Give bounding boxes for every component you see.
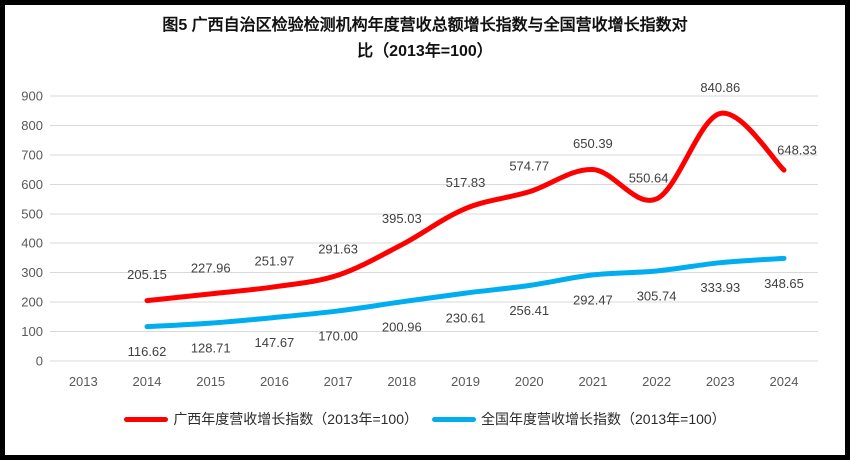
guangxi-legend-swatch-icon: [124, 416, 169, 422]
chart-legend: 广西年度营收增长指数（2013年=100） 全国年度营收增长指数（2013年=1…: [0, 409, 850, 429]
national-data-label: 305.74: [637, 288, 677, 303]
x-axis-tick-label: 2019: [451, 374, 480, 389]
guangxi-data-label: 574.77: [509, 158, 549, 173]
y-axis-tick-label: 200: [21, 295, 43, 310]
national-data-label: 333.93: [700, 280, 740, 295]
guangxi-data-label: 291.63: [318, 242, 358, 257]
x-axis-tick-label: 2021: [578, 374, 607, 389]
national-data-label: 292.47: [573, 292, 613, 307]
y-axis-tick-label: 600: [21, 177, 43, 192]
chart-title: 图5 广西自治区检验检测机构年度营收总额增长指数与全国营收增长指数对 比（201…: [0, 13, 850, 65]
chart-title-line1: 图5 广西自治区检验检测机构年度营收总额增长指数与全国营收增长指数对: [162, 17, 688, 34]
guangxi-data-label: 395.03: [382, 211, 422, 226]
x-axis-tick-label: 2014: [133, 374, 162, 389]
guangxi-data-label: 550.64: [629, 170, 669, 185]
y-axis-tick-label: 100: [21, 324, 43, 339]
national-data-label: 348.65: [764, 276, 804, 291]
legend-item-national: 全国年度营收增长指数（2013年=100）: [432, 409, 726, 429]
guangxi-data-label: 650.39: [573, 136, 613, 151]
national-data-label: 256.41: [509, 303, 549, 318]
guangxi-data-label: 227.96: [191, 260, 231, 275]
national-data-label: 128.71: [191, 341, 231, 356]
national-legend-swatch-icon: [432, 416, 476, 422]
x-axis-tick-label: 2017: [324, 374, 353, 389]
national-data-label: 230.61: [446, 311, 486, 326]
x-axis-tick-label: 2015: [196, 374, 225, 389]
y-axis-tick-label: 900: [21, 89, 43, 104]
guangxi-legend-label: 广西年度营收增长指数（2013年=100）: [173, 411, 418, 427]
y-axis-tick-label: 500: [21, 206, 43, 221]
guangxi-data-label: 205.15: [127, 267, 167, 282]
x-axis-tick-label: 2018: [387, 374, 416, 389]
national-data-label: 170.00: [318, 328, 358, 343]
x-axis-tick-label: 2016: [260, 374, 289, 389]
guangxi-data-label: 840.86: [700, 80, 740, 95]
national-series-line: [144, 255, 787, 330]
guangxi-series-line: [144, 110, 787, 304]
y-axis-tick-label: 400: [21, 236, 43, 251]
national-data-label: 116.62: [128, 344, 167, 359]
chart-title-line2: 比（2013年=100）: [357, 43, 493, 60]
legend-item-guangxi: 广西年度营收增长指数（2013年=100）: [124, 409, 418, 429]
national-data-label: 147.67: [255, 335, 295, 350]
y-axis-tick-label: 0: [36, 354, 43, 369]
x-axis-tick-label: 2022: [642, 374, 671, 389]
x-axis-tick-label: 2013: [69, 374, 98, 389]
x-axis-tick-label: 2024: [770, 374, 799, 389]
x-axis-tick-label: 2023: [706, 374, 735, 389]
national-data-label: 200.96: [382, 319, 422, 334]
guangxi-data-label: 517.83: [446, 175, 486, 190]
x-axis-tick-label: 2020: [515, 374, 544, 389]
y-axis-tick-label: 800: [21, 118, 43, 133]
national-legend-label: 全国年度营收增长指数（2013年=100）: [481, 411, 726, 427]
y-axis-tick-label: 700: [21, 147, 43, 162]
y-axis-tick-label: 300: [21, 265, 43, 280]
guangxi-data-label: 251.97: [255, 253, 295, 268]
guangxi-data-label: 648.33: [777, 143, 817, 158]
